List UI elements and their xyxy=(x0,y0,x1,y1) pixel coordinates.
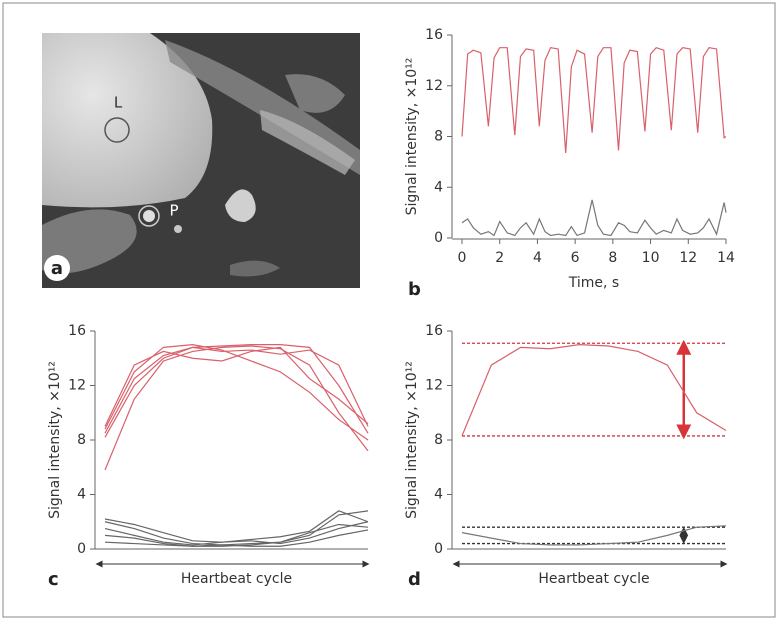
y-tick-label: 8 xyxy=(77,432,86,448)
panel-letter: d xyxy=(408,569,421,590)
x-tick-label: 0 xyxy=(458,250,467,266)
x-tick-label: 6 xyxy=(571,250,580,266)
series-line xyxy=(104,510,369,546)
x-tick-label: 12 xyxy=(679,250,697,266)
series-line xyxy=(104,529,369,547)
series-line xyxy=(104,344,369,441)
y-tick-label: 4 xyxy=(77,487,86,503)
roi-label: P xyxy=(169,202,178,220)
x-tick-label: 2 xyxy=(495,250,504,266)
roi-l xyxy=(104,117,130,143)
series-line xyxy=(461,344,727,437)
x-axis-label: Time, s xyxy=(568,275,619,291)
series-line xyxy=(461,525,727,546)
series-line xyxy=(104,345,369,471)
series-line xyxy=(104,346,369,427)
x-tick-label: 10 xyxy=(642,250,660,266)
roi-label: L xyxy=(114,94,123,112)
panel-badge xyxy=(44,255,70,281)
panel-letter: a xyxy=(51,258,63,279)
series-line xyxy=(104,344,369,434)
y-tick-label: 8 xyxy=(434,432,443,448)
y-tick-label: 12 xyxy=(425,78,443,94)
x-tick-label: 14 xyxy=(717,250,735,266)
mri-image xyxy=(42,33,360,288)
y-tick-label: 16 xyxy=(68,323,86,339)
y-tick-label: 4 xyxy=(434,487,443,503)
y-tick-label: 0 xyxy=(434,541,443,557)
series-line xyxy=(104,521,369,546)
y-tick-label: 0 xyxy=(434,230,443,246)
x-tick-label: 8 xyxy=(608,250,617,266)
y-axis-label: Signal intensity, ×10¹² xyxy=(404,58,420,216)
y-tick-label: 12 xyxy=(425,378,443,394)
series-line xyxy=(104,346,369,438)
y-tick-label: 12 xyxy=(68,378,86,394)
series-line xyxy=(104,510,369,543)
panel-letter: c xyxy=(48,569,59,590)
series-line xyxy=(461,46,727,154)
y-tick-label: 8 xyxy=(434,129,443,145)
y-axis-label: Signal intensity, ×10¹² xyxy=(404,361,420,519)
series-line xyxy=(461,199,727,237)
y-tick-label: 16 xyxy=(425,27,443,43)
y-tick-label: 16 xyxy=(425,323,443,339)
x-tick-label: 4 xyxy=(533,250,542,266)
y-axis-label: Signal intensity, ×10¹² xyxy=(47,361,63,519)
x-axis-label: Heartbeat cycle xyxy=(181,571,292,587)
y-tick-label: 4 xyxy=(434,179,443,195)
panel-letter: b xyxy=(408,279,421,300)
y-tick-label: 0 xyxy=(77,541,86,557)
x-axis-label: Heartbeat cycle xyxy=(538,571,649,587)
roi-p xyxy=(138,205,160,227)
